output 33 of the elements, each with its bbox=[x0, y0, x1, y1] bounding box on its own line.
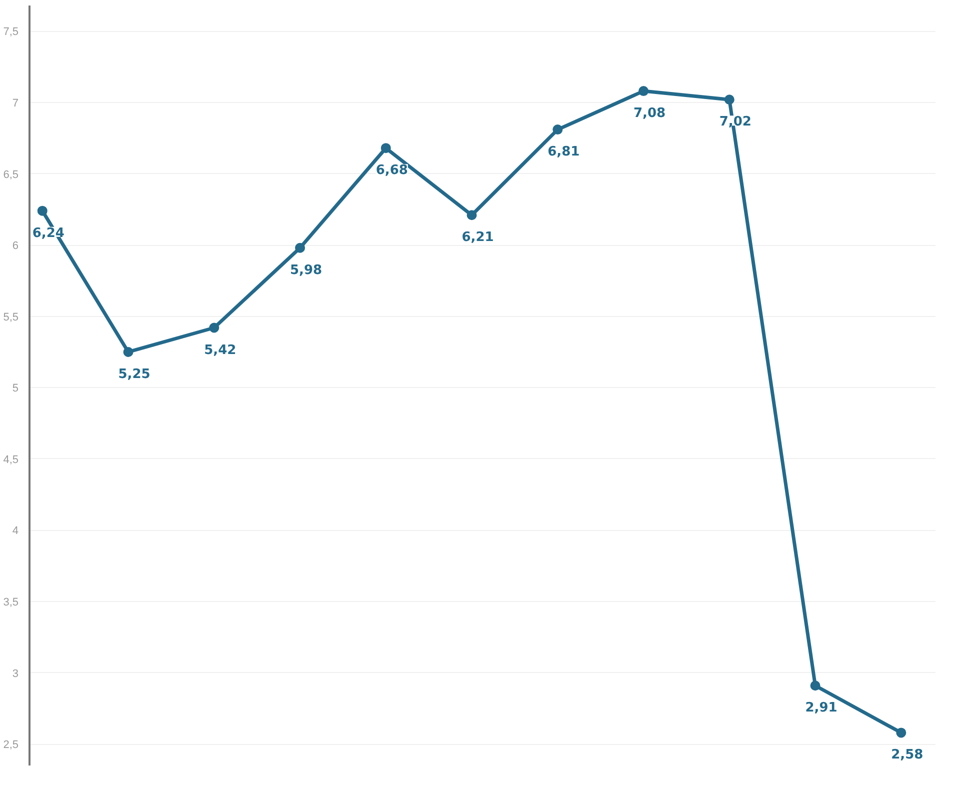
y-tick-label: 3,5 bbox=[3, 596, 19, 609]
point bbox=[896, 728, 906, 738]
data-label: 2,58 bbox=[891, 748, 924, 763]
point bbox=[810, 680, 820, 691]
y-tick-label: 4,5 bbox=[3, 454, 19, 466]
y-tick-label: 6 bbox=[12, 240, 19, 252]
data-label: 5,98 bbox=[290, 262, 322, 278]
data-label: 5,25 bbox=[118, 366, 150, 382]
data-label: 6,24 bbox=[32, 226, 64, 241]
data-label: 7,02 bbox=[719, 114, 752, 130]
point bbox=[295, 242, 306, 253]
point bbox=[209, 322, 220, 333]
data-label: 6,21 bbox=[462, 230, 494, 246]
y-tick-label: 6,5 bbox=[3, 168, 19, 181]
y-tick-label: 7 bbox=[12, 97, 19, 110]
y-tick-label: 4 bbox=[12, 525, 19, 538]
data-label: 5,42 bbox=[204, 342, 236, 358]
point bbox=[37, 206, 48, 216]
point bbox=[638, 86, 649, 96]
point bbox=[724, 94, 734, 105]
y-tick-label: 5 bbox=[12, 382, 19, 395]
point bbox=[552, 124, 563, 135]
point bbox=[466, 210, 477, 220]
data-label: 6,81 bbox=[548, 144, 580, 160]
y-tick-label: 5,5 bbox=[3, 311, 19, 324]
point bbox=[380, 143, 391, 154]
y-tick-label: 2,5 bbox=[3, 739, 19, 752]
y-tick-label: 3 bbox=[12, 668, 19, 680]
data-label: 7,08 bbox=[633, 106, 666, 122]
point bbox=[123, 347, 134, 357]
data-label: 2,91 bbox=[805, 700, 838, 716]
data-label: 6,68 bbox=[376, 163, 408, 178]
y-tick-label: 7,5 bbox=[3, 26, 19, 38]
